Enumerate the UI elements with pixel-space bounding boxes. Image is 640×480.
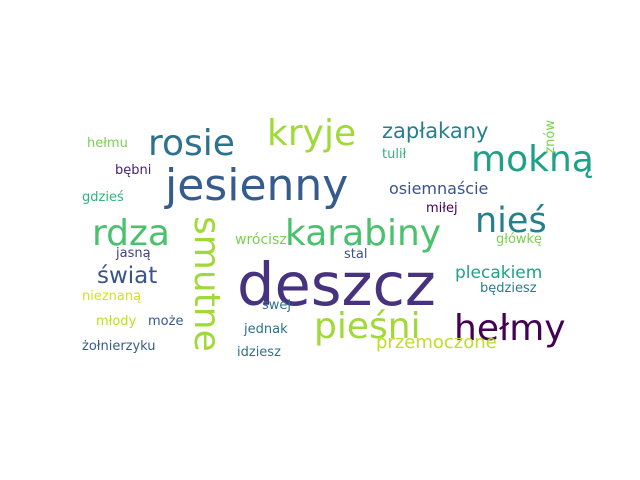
word-kryje: kryje [267, 113, 357, 154]
word-stal: stal [344, 247, 368, 262]
word-piesni: pieśni [314, 306, 421, 347]
word-moze: może [148, 314, 184, 329]
word-wrocisz: wrócisz [235, 232, 287, 248]
word-tulil: tulił [382, 147, 407, 162]
word-bebni: bębni [115, 163, 152, 178]
word-smutne: smutne [186, 216, 227, 352]
word-bedziesz: będziesz [480, 281, 537, 296]
word-znow: znów [543, 120, 558, 154]
word-helmu: hełmu [87, 136, 128, 151]
word-cloud: deszcz jesienny kryje rosie mokną rdza k… [80, 108, 594, 372]
word-swej: swej [262, 298, 292, 313]
word-glowke: główkę [496, 232, 543, 247]
word-nieznana: nieznaną [82, 289, 142, 304]
word-swiat: świat [97, 263, 158, 289]
word-jesienny: jesienny [165, 160, 349, 211]
word-przemoczone: przemoczone [376, 332, 497, 353]
word-zaplakany: zapłakany [382, 119, 489, 143]
word-gdzies: gdzieś [82, 190, 124, 205]
word-karabiny: karabiny [285, 213, 442, 254]
word-jednak: jednak [244, 322, 288, 337]
word-idziesz: idziesz [237, 345, 281, 360]
word-mlody: młody [96, 314, 137, 329]
word-zolnierzyku: żołnierzyku [82, 339, 156, 354]
word-plecakiem: plecakiem [455, 263, 543, 283]
word-osiemnascie: osiemnaście [389, 179, 489, 198]
word-deszcz: deszcz [237, 250, 436, 319]
word-rosie: rosie [148, 123, 235, 164]
word-helmy: hełmy [454, 308, 566, 349]
word-nies: nieś [475, 201, 547, 241]
word-rdza: rdza [92, 213, 170, 254]
word-mokna: mokną [471, 139, 594, 180]
word-jasna: jasną [116, 246, 151, 261]
word-milej: miłej [426, 201, 458, 216]
